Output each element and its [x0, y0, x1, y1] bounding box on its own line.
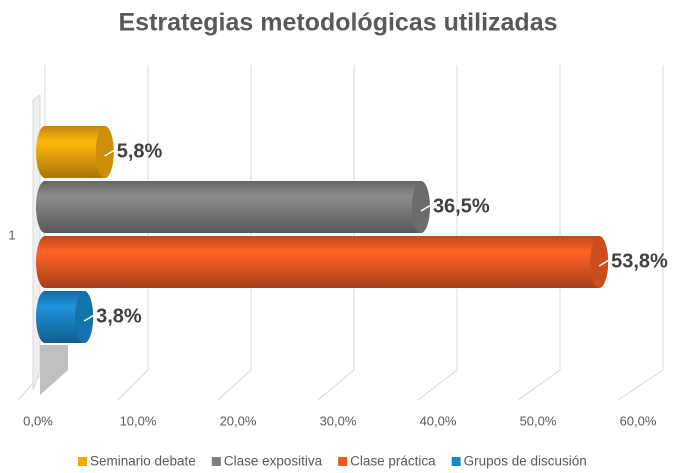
data-label: 5,8%	[117, 140, 163, 162]
bar-end	[411, 181, 430, 233]
y-tick-label: 1	[8, 227, 15, 242]
legend-label: Clase práctica	[350, 454, 436, 469]
bar-end	[95, 126, 114, 178]
x-tick-label: 40,0%	[420, 413, 457, 428]
x-tick-label: 10,0%	[120, 413, 157, 428]
leader	[420, 204, 432, 212]
bar	[36, 126, 114, 178]
legend-swatch	[338, 457, 348, 466]
x-tick-label: 50,0%	[520, 413, 557, 428]
data-label: 3,8%	[96, 305, 142, 327]
grid-line	[517, 65, 561, 401]
floor-shadow	[40, 345, 68, 395]
x-tick-label: 20,0%	[220, 413, 257, 428]
grid-line	[417, 65, 458, 401]
data-label: 36,5%	[433, 195, 490, 217]
leader	[104, 149, 116, 157]
grid-line	[317, 65, 355, 401]
legend-swatch	[78, 457, 87, 466]
legend-swatch	[211, 457, 221, 466]
x-tick-label: 60,0%	[620, 413, 657, 428]
bar-end	[75, 291, 94, 343]
bar	[36, 236, 609, 288]
leader	[83, 314, 95, 322]
bar-end	[590, 236, 609, 288]
chart-title: Estrategias metodológicas utilizadas	[118, 9, 557, 37]
x-tick-label: 30,0%	[320, 413, 357, 428]
legend-label: Grupos de discusión	[464, 454, 587, 469]
legend-label: Clase expositiva	[224, 454, 323, 469]
bar	[36, 181, 430, 234]
grid-line	[217, 65, 252, 401]
legend-swatch	[451, 457, 461, 466]
grid-line	[117, 65, 149, 401]
grid-line	[617, 65, 664, 401]
data-label: 53,8%	[611, 250, 668, 272]
legend-label: Seminario debate	[90, 454, 196, 469]
leader	[598, 259, 610, 267]
x-tick-label: 0,0%	[23, 413, 53, 428]
